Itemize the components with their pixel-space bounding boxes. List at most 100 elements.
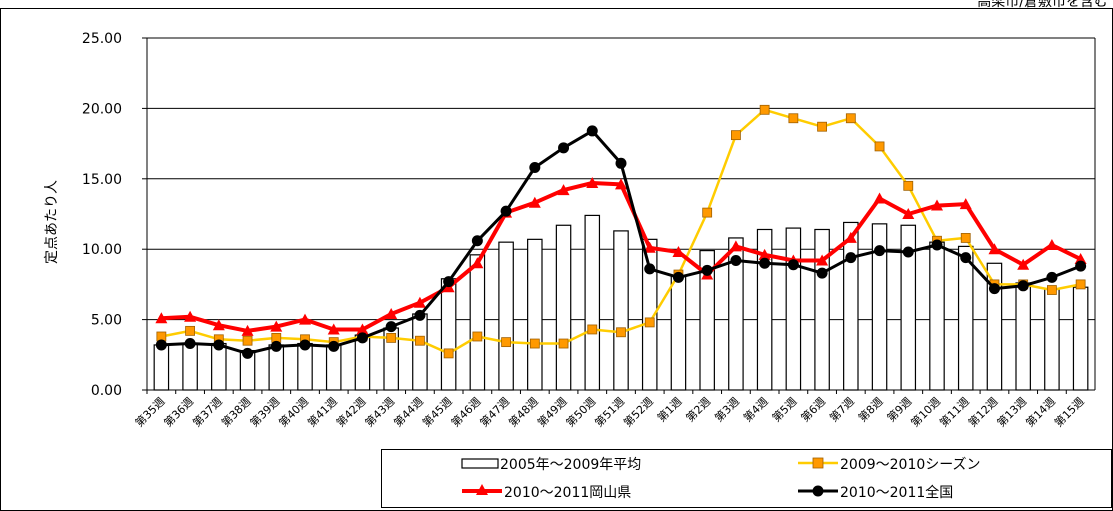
x-tick-label: 第45週 <box>419 394 454 429</box>
x-tick-label: 第8週 <box>855 394 885 424</box>
data-point <box>960 233 971 243</box>
y-axis-label: 定点あたり人 <box>44 180 60 264</box>
x-tick-label: 第38週 <box>218 394 253 429</box>
x-tick-label: 第35週 <box>132 394 167 429</box>
data-point <box>672 271 684 283</box>
data-point <box>529 162 541 174</box>
data-point <box>615 178 627 190</box>
bar <box>814 228 830 391</box>
data-point <box>500 205 512 217</box>
data-point <box>270 340 282 352</box>
data-point <box>356 332 368 344</box>
data-point <box>356 323 369 335</box>
data-point <box>1045 238 1058 250</box>
x-tick-label: 第10週 <box>908 394 943 429</box>
data-point <box>615 157 627 169</box>
data-point <box>816 267 828 279</box>
legend-box <box>381 449 1112 508</box>
x-tick-label: 第3週 <box>712 394 742 424</box>
x-tick-label: 第2週 <box>683 394 713 424</box>
bar <box>1072 286 1089 391</box>
x-tick-label: 第39週 <box>247 394 282 429</box>
y-axis-ticks: 0.00 5.00 10.00 15.00 20.00 25.00 <box>82 31 147 399</box>
data-point <box>817 121 827 132</box>
data-point <box>386 333 397 343</box>
data-point <box>730 254 742 266</box>
data-point <box>874 245 886 257</box>
y-tick-label: 5.00 <box>91 313 122 329</box>
data-point <box>845 252 857 264</box>
data-point <box>184 338 196 350</box>
data-point <box>1017 258 1030 270</box>
data-point <box>299 339 311 351</box>
data-point <box>557 184 570 196</box>
x-tick-label: 第48週 <box>506 394 541 429</box>
data-point <box>413 296 426 308</box>
data-point <box>586 125 598 137</box>
data-point <box>558 142 570 154</box>
bar <box>211 342 227 391</box>
data-point <box>242 347 254 359</box>
bar <box>153 344 170 391</box>
bar <box>957 245 974 391</box>
data-point <box>270 320 283 332</box>
bar-series <box>153 214 1089 391</box>
y-tick-label: 20.00 <box>82 101 122 117</box>
data-point <box>1075 260 1087 272</box>
data-point <box>385 321 397 333</box>
data-point <box>1075 279 1086 290</box>
x-tick-label: 第12週 <box>965 394 1000 429</box>
data-point <box>1017 280 1029 292</box>
bar <box>297 342 313 391</box>
data-point <box>443 348 454 359</box>
data-point <box>185 325 195 336</box>
data-point <box>644 263 656 275</box>
data-point <box>702 207 713 218</box>
data-point <box>988 283 1000 295</box>
legend-label-national: 2010～2011全国 <box>840 484 953 501</box>
data-point <box>1047 285 1057 295</box>
data-point <box>415 335 425 346</box>
bar <box>182 342 198 391</box>
x-tick-label: 第5週 <box>769 394 799 424</box>
data-point <box>241 324 254 336</box>
axes <box>146 38 1096 391</box>
data-point <box>788 113 799 124</box>
x-tick-label: 第44週 <box>391 394 426 429</box>
x-tick-label: 第4週 <box>740 394 770 424</box>
series-circle <box>155 125 1087 359</box>
x-tick-label: 第47週 <box>477 394 512 429</box>
legend-marker-2009 <box>812 457 824 469</box>
legend-label-okayama: 2010～2011岡山県 <box>504 485 631 501</box>
bar <box>469 254 486 391</box>
y-tick-label: 0.00 <box>91 383 122 399</box>
data-point <box>874 141 885 152</box>
data-point <box>558 338 569 349</box>
bar <box>929 241 945 391</box>
legend: 2005年～2009年平均 2009～2010シーズン 2010～2011岡山県… <box>381 449 1112 508</box>
data-point <box>643 241 656 253</box>
data-point <box>729 240 742 252</box>
data-point <box>586 177 599 189</box>
x-tick-label: 第46週 <box>448 394 483 429</box>
bar <box>584 214 601 391</box>
x-tick-label: 第41週 <box>304 394 339 429</box>
x-tick-label: 第14週 <box>1023 394 1058 429</box>
data-point <box>701 264 713 276</box>
data-point <box>844 231 857 243</box>
data-point <box>672 246 685 258</box>
data-point <box>758 248 771 260</box>
data-point <box>787 259 799 271</box>
data-point <box>528 196 541 208</box>
y-tick-label: 15.00 <box>82 172 122 188</box>
data-point <box>443 276 455 288</box>
data-point <box>184 310 197 322</box>
data-point <box>155 312 168 324</box>
x-tick-label: 第51週 <box>592 394 627 429</box>
data-point <box>471 235 483 247</box>
bar <box>527 238 543 391</box>
data-point <box>931 199 943 211</box>
data-point <box>385 307 398 319</box>
data-point <box>471 257 484 269</box>
